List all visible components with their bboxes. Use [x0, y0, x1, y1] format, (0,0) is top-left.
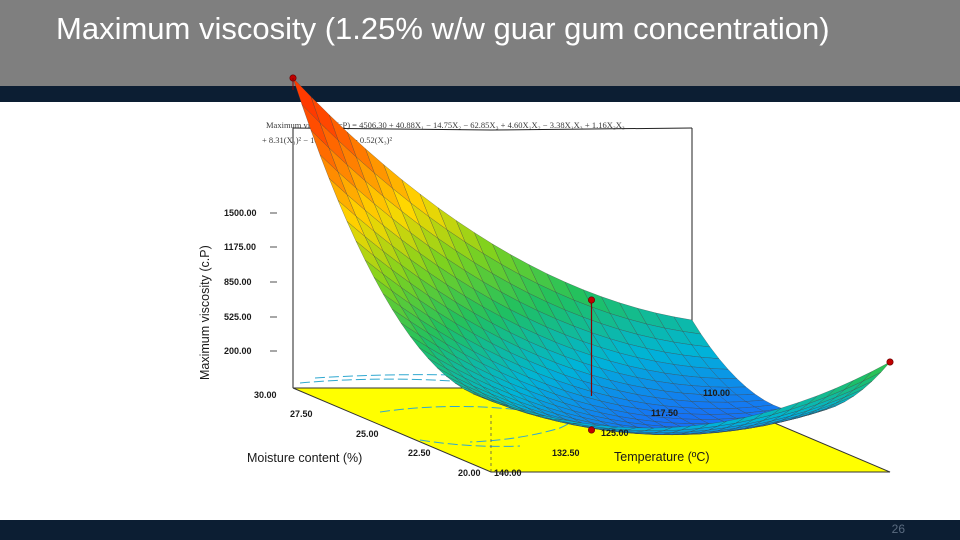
z-tick-label: 1175.00 — [224, 242, 256, 252]
title-underline-band — [0, 86, 960, 102]
contour-line — [419, 439, 521, 447]
z-tick-label: 525.00 — [224, 312, 252, 322]
x-tick-label: 30.00 — [254, 390, 277, 400]
z-tick-label: 200.00 — [224, 346, 252, 356]
x-axis-label: Moisture content (%) — [247, 451, 362, 465]
y-tick-label: 110.00 — [703, 388, 730, 398]
design-point — [587, 296, 595, 304]
y-tick-label: 140.00 — [494, 468, 522, 478]
axis-ticks: 1500.00 1175.00 850.00 525.00 200.00 30.00 27.… — [224, 208, 730, 478]
z-tick-label: 850.00 — [224, 277, 252, 287]
response-surface — [292, 77, 891, 436]
surface-cell — [862, 361, 891, 382]
x-tick-label: 25.00 — [356, 429, 379, 439]
design-point — [886, 358, 894, 366]
footer-bar — [0, 520, 960, 540]
z-tick-label: 1500.00 — [224, 208, 257, 218]
y-tick-label: 125.00 — [601, 428, 629, 438]
y-tick-label: 132.50 — [552, 448, 580, 458]
equation-line-1: Maximum viscosity (cP) = 4506.30 + 40.88… — [266, 120, 625, 130]
title-bar — [0, 0, 960, 86]
design-points — [289, 74, 894, 434]
x-tick-label: 27.50 — [290, 409, 313, 419]
y-tick-label: 117.50 — [651, 408, 678, 418]
design-point — [587, 426, 595, 434]
contour-line — [379, 405, 521, 413]
page-number: 26 — [891, 522, 905, 536]
x-tick-label: 22.50 — [408, 448, 431, 458]
slide-title: Maximum viscosity (1.25% w/w guar gum co… — [56, 11, 830, 46]
z-axis-label: Maximum viscosity (c.P) — [198, 245, 212, 380]
y-axis-label: Temperature (ºC) — [614, 450, 710, 464]
x-tick-label: 20.00 — [458, 468, 481, 478]
back-top-edge — [292, 127, 693, 131]
